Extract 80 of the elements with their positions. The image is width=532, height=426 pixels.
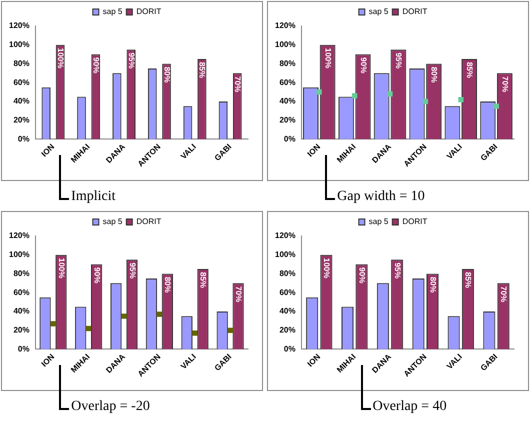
point — [316, 89, 322, 95]
data-label: 95% — [392, 262, 402, 279]
x-tick-label: ION — [40, 142, 56, 159]
point — [156, 312, 162, 317]
y-tick-label: 40% — [13, 306, 30, 316]
y-tick-label: 120% — [274, 231, 296, 240]
y-tick-label: 0% — [284, 134, 296, 144]
y-tick-label: 120% — [8, 231, 30, 240]
legend-label: sap 5 — [102, 7, 123, 16]
legend-label: sap 5 — [102, 217, 123, 226]
data-label: 85% — [198, 62, 207, 78]
y-tick-label: 60% — [279, 288, 296, 297]
y-tick-label: 120% — [274, 21, 296, 30]
data-label: 85% — [198, 272, 208, 288]
y-tick-label: 100% — [274, 40, 296, 50]
point — [228, 328, 233, 333]
y-tick-label: 0% — [18, 134, 30, 144]
y-tick-label: 120% — [8, 21, 30, 30]
y-tick-label: 80% — [279, 268, 296, 278]
data-label: 80% — [428, 276, 438, 293]
y-tick-label: 80% — [279, 58, 296, 68]
data-label: 100% — [323, 48, 332, 68]
y-tick-label: 20% — [13, 116, 30, 125]
text: Gap width = 10 — [337, 189, 425, 205]
legend-label: sap 5 — [368, 7, 389, 16]
point — [192, 330, 198, 336]
data-label: 85% — [464, 272, 473, 288]
x-tick-label: ION — [306, 352, 322, 369]
data-label: 95% — [126, 52, 136, 69]
data-label: 90% — [358, 57, 368, 74]
data-label: 80% — [163, 276, 172, 293]
y-tick-label: 60% — [13, 288, 30, 297]
point — [494, 104, 499, 109]
data-label: 80% — [430, 66, 439, 83]
y-tick-label: 100% — [274, 250, 296, 260]
legend-label: DORIT — [402, 217, 428, 226]
data-label: 70% — [233, 76, 242, 92]
data-label: 100% — [322, 258, 332, 278]
y-tick-label: 80% — [13, 268, 30, 278]
x-tick-label: ION — [40, 352, 56, 369]
y-tick-label: 100% — [8, 40, 30, 50]
y-tick-label: 80% — [13, 58, 30, 68]
data-label: 95% — [128, 262, 137, 279]
data-label: 95% — [394, 52, 404, 69]
text: Implicit — [71, 189, 116, 205]
data-label: 100% — [56, 48, 66, 68]
point — [387, 91, 393, 97]
data-label: 70% — [499, 286, 508, 302]
y-tick-label: 40% — [279, 96, 296, 106]
point — [458, 96, 464, 102]
point — [50, 321, 56, 326]
data-label: 85% — [465, 62, 474, 78]
y-tick-label: 0% — [18, 344, 30, 354]
legend-label: DORIT — [402, 7, 428, 16]
y-tick-label: 20% — [13, 326, 30, 335]
y-tick-label: 40% — [13, 96, 30, 106]
data-label: 90% — [357, 267, 366, 284]
data-label: 70% — [500, 76, 510, 92]
data-label: 80% — [162, 66, 172, 83]
text: Overlap = -20 — [71, 399, 150, 415]
legend-label: DORIT — [136, 7, 162, 16]
text: Overlap = 40 — [372, 399, 447, 415]
legend-label: sap 5 — [368, 217, 389, 226]
legend-label: DORIT — [136, 217, 162, 226]
point — [121, 314, 127, 319]
point — [352, 93, 358, 98]
y-tick-label: 0% — [284, 344, 296, 354]
y-tick-label: 20% — [279, 326, 296, 335]
point — [86, 326, 92, 332]
y-tick-label: 20% — [279, 116, 296, 125]
y-tick-label: 100% — [8, 250, 30, 260]
point — [422, 98, 428, 104]
data-label: 100% — [56, 258, 66, 278]
data-label: 70% — [234, 286, 244, 302]
x-tick-label: ION — [306, 142, 322, 159]
y-tick-label: 60% — [279, 78, 296, 87]
data-label: 90% — [92, 267, 102, 284]
y-tick-label: 40% — [279, 306, 296, 316]
y-tick-label: 60% — [13, 78, 30, 87]
data-label: 90% — [91, 57, 100, 74]
